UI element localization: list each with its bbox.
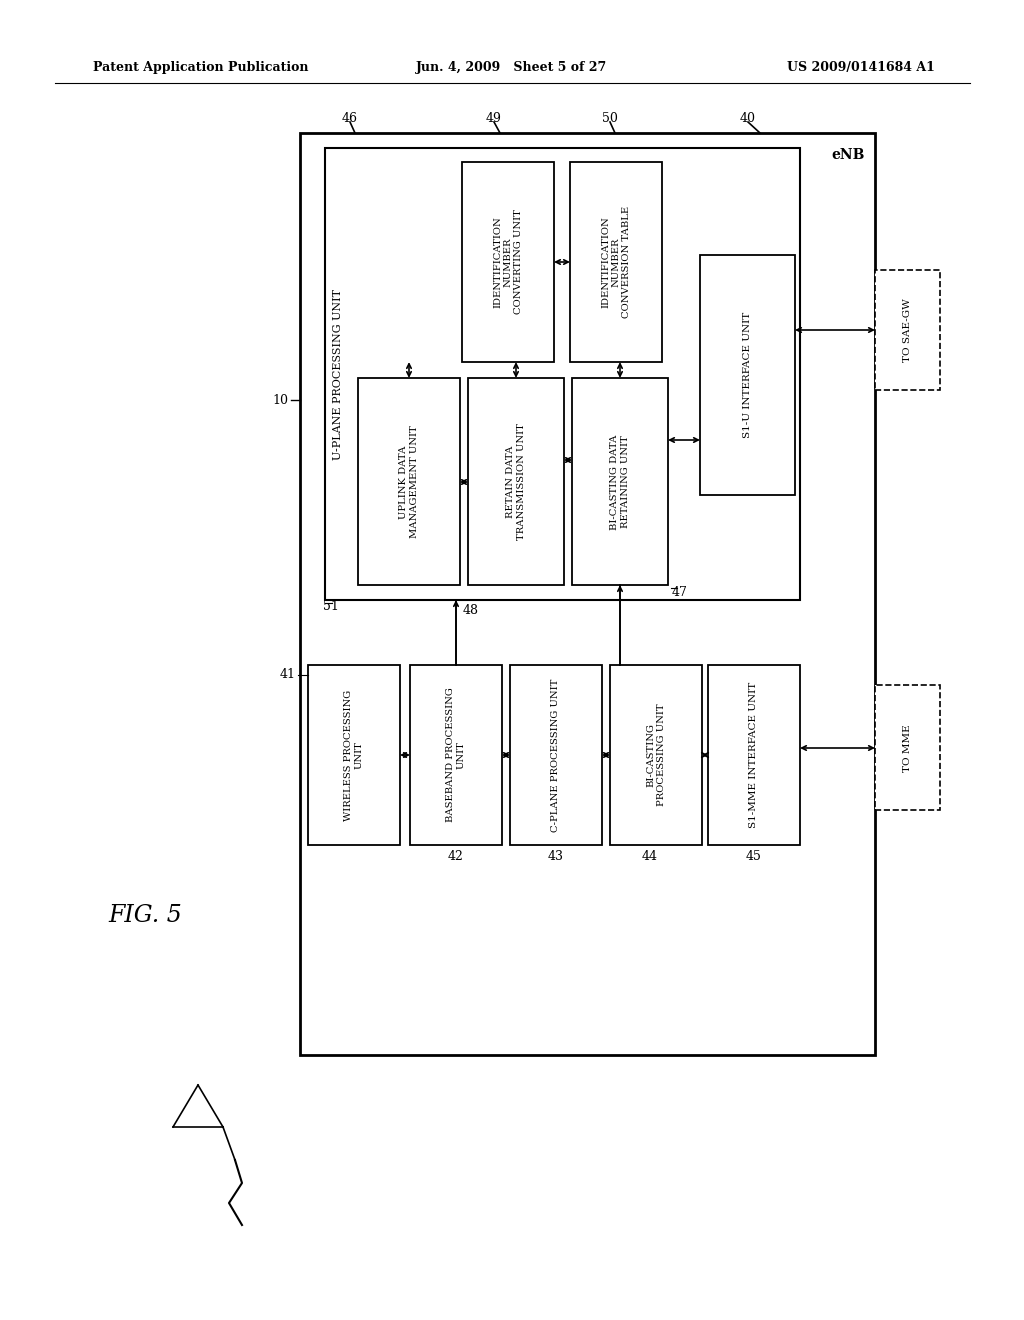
Text: Patent Application Publication: Patent Application Publication [93, 62, 308, 74]
Text: C-PLANE PROCESSING UNIT: C-PLANE PROCESSING UNIT [552, 678, 560, 832]
Text: BASEBAND PROCESSING
UNIT: BASEBAND PROCESSING UNIT [446, 688, 466, 822]
Bar [325, 148, 800, 601]
Text: 40: 40 [740, 111, 756, 124]
Bar [468, 378, 564, 585]
Text: 50: 50 [602, 111, 617, 124]
Text: eNB: eNB [831, 148, 864, 162]
Text: IDENTIFICATION
NUMBER
CONVERSION TABLE: IDENTIFICATION NUMBER CONVERSION TABLE [601, 206, 631, 318]
Text: IDENTIFICATION
NUMBER
CONVERTING UNIT: IDENTIFICATION NUMBER CONVERTING UNIT [494, 210, 523, 314]
Text: Jun. 4, 2009   Sheet 5 of 27: Jun. 4, 2009 Sheet 5 of 27 [417, 62, 607, 74]
Text: 41: 41 [280, 668, 296, 681]
Text: 49: 49 [486, 111, 502, 124]
Text: S1-U INTERFACE UNIT: S1-U INTERFACE UNIT [742, 312, 752, 438]
Bar [572, 378, 668, 585]
Text: RETAIN DATA
TRANSMISSION UNIT: RETAIN DATA TRANSMISSION UNIT [506, 424, 525, 540]
Bar [358, 378, 460, 585]
Bar [570, 162, 662, 362]
Text: 46: 46 [342, 111, 358, 124]
Text: FIG. 5: FIG. 5 [108, 903, 181, 927]
Bar [308, 665, 400, 845]
Text: 42: 42 [449, 850, 464, 862]
Text: 44: 44 [642, 850, 658, 862]
Text: S1-MME INTERFACE UNIT: S1-MME INTERFACE UNIT [750, 682, 759, 828]
Text: BI-CASTING
PROCESSING UNIT: BI-CASTING PROCESSING UNIT [646, 704, 666, 807]
Bar [874, 271, 940, 389]
Text: TO SAE-GW: TO SAE-GW [902, 298, 911, 362]
Bar [708, 665, 800, 845]
Text: 45: 45 [746, 850, 762, 862]
Text: U-PLANE PROCESSING UNIT: U-PLANE PROCESSING UNIT [333, 289, 343, 459]
Text: TO MME: TO MME [902, 725, 911, 772]
Text: BI-CASTING DATA
RETAINING UNIT: BI-CASTING DATA RETAINING UNIT [610, 434, 630, 529]
Text: US 2009/0141684 A1: US 2009/0141684 A1 [787, 62, 935, 74]
Text: 48: 48 [463, 603, 479, 616]
Bar [874, 685, 940, 810]
Text: 10: 10 [272, 393, 288, 407]
Text: 51: 51 [323, 601, 339, 614]
Text: WIRELESS PROCESSING
UNIT: WIRELESS PROCESSING UNIT [344, 689, 364, 821]
Bar [462, 162, 554, 362]
Bar [510, 665, 602, 845]
Bar [610, 665, 702, 845]
Text: 43: 43 [548, 850, 564, 862]
Text: UPLINK DATA
MANAGEMENT UNIT: UPLINK DATA MANAGEMENT UNIT [399, 425, 419, 539]
Bar [410, 665, 502, 845]
Bar [700, 255, 795, 495]
Text: 47: 47 [672, 586, 688, 598]
Bar [300, 133, 874, 1055]
